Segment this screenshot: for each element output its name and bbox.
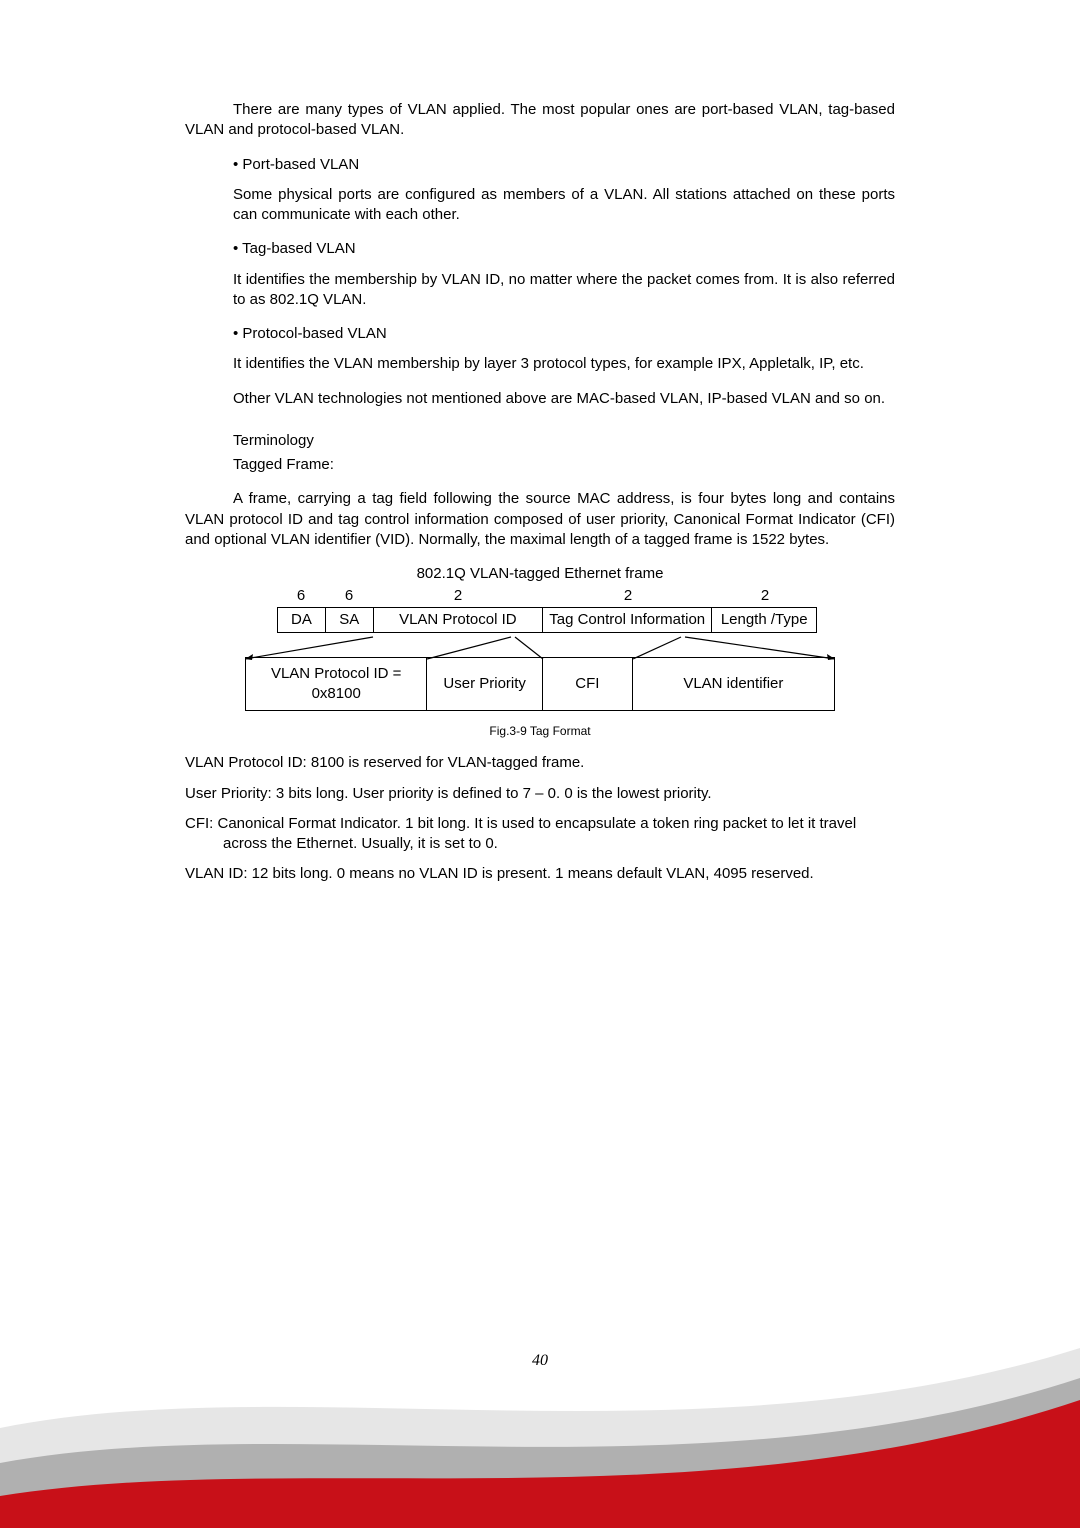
bullet-body: It identifies the VLAN membership by lay… <box>233 354 895 374</box>
definitions-block: VLAN Protocol ID: 8100 is reserved for V… <box>185 753 895 884</box>
figure-caption: Fig.3-9 Tag Format <box>185 723 895 739</box>
bullet-head: • Port-based VLAN <box>233 155 895 175</box>
terminology-heading: Terminology <box>233 431 895 451</box>
diagram-connector <box>245 635 835 657</box>
byte-count: 2 <box>713 586 817 606</box>
bullet-tag-based: • Tag-based VLAN It identifies the membe… <box>233 239 895 310</box>
frame-cell-tag-control: Tag Control Information <box>543 608 712 632</box>
frame-cell-vlan-proto: VLAN Protocol ID <box>374 608 543 632</box>
frame-cell-length: Length /Type <box>712 608 816 632</box>
footer-decoration <box>0 1308 1080 1528</box>
frame-top-row: DA SA VLAN Protocol ID Tag Control Infor… <box>277 607 817 633</box>
bullet-port-based: • Port-based VLAN Some physical ports ar… <box>233 155 895 226</box>
byte-count: 2 <box>543 586 713 606</box>
frame-bottom-row: VLAN Protocol ID = 0x8100 User Priority … <box>245 657 835 712</box>
bullet-body: Some physical ports are configured as me… <box>233 185 895 226</box>
other-tech-paragraph: Other VLAN technologies not mentioned ab… <box>185 389 895 409</box>
def-vlan-protocol-id: VLAN Protocol ID: 8100 is reserved for V… <box>185 753 895 773</box>
byte-counts-row: 6 6 2 2 2 <box>277 586 817 606</box>
intro-paragraph: There are many types of VLAN applied. Th… <box>185 100 895 141</box>
def-user-priority: User Priority: 3 bits long. User priorit… <box>185 784 895 804</box>
byte-count: 2 <box>373 586 543 606</box>
bullet-head: • Protocol-based VLAN <box>233 324 895 344</box>
def-cfi: CFI: Canonical Format Indicator. 1 bit l… <box>185 814 895 855</box>
document-page: There are many types of VLAN applied. Th… <box>0 0 1080 885</box>
bullet-head: • Tag-based VLAN <box>233 239 895 259</box>
byte-count: 6 <box>325 586 373 606</box>
frame-cell-user-priority: User Priority <box>427 658 543 711</box>
tagged-frame-heading: Tagged Frame: <box>233 455 895 475</box>
bullet-protocol-based: • Protocol-based VLAN It identifies the … <box>233 324 895 375</box>
frame-desc-paragraph: A frame, carrying a tag field following … <box>185 489 895 550</box>
frame-cell-sa: SA <box>326 608 374 632</box>
diagram-title: 802.1Q VLAN-tagged Ethernet frame <box>245 564 835 584</box>
bullet-body: It identifies the membership by VLAN ID,… <box>233 270 895 311</box>
frame-cell-da: DA <box>278 608 326 632</box>
byte-count: 6 <box>277 586 325 606</box>
def-vlan-id: VLAN ID: 12 bits long. 0 means no VLAN I… <box>185 864 895 884</box>
connector-svg <box>245 635 835 661</box>
frame-cell-proto-id: VLAN Protocol ID = 0x8100 <box>246 658 427 711</box>
frame-cell-cfi: CFI <box>543 658 633 711</box>
tag-format-diagram: 802.1Q VLAN-tagged Ethernet frame 6 6 2 … <box>245 564 835 711</box>
frame-cell-vlan-identifier: VLAN identifier <box>633 658 834 711</box>
